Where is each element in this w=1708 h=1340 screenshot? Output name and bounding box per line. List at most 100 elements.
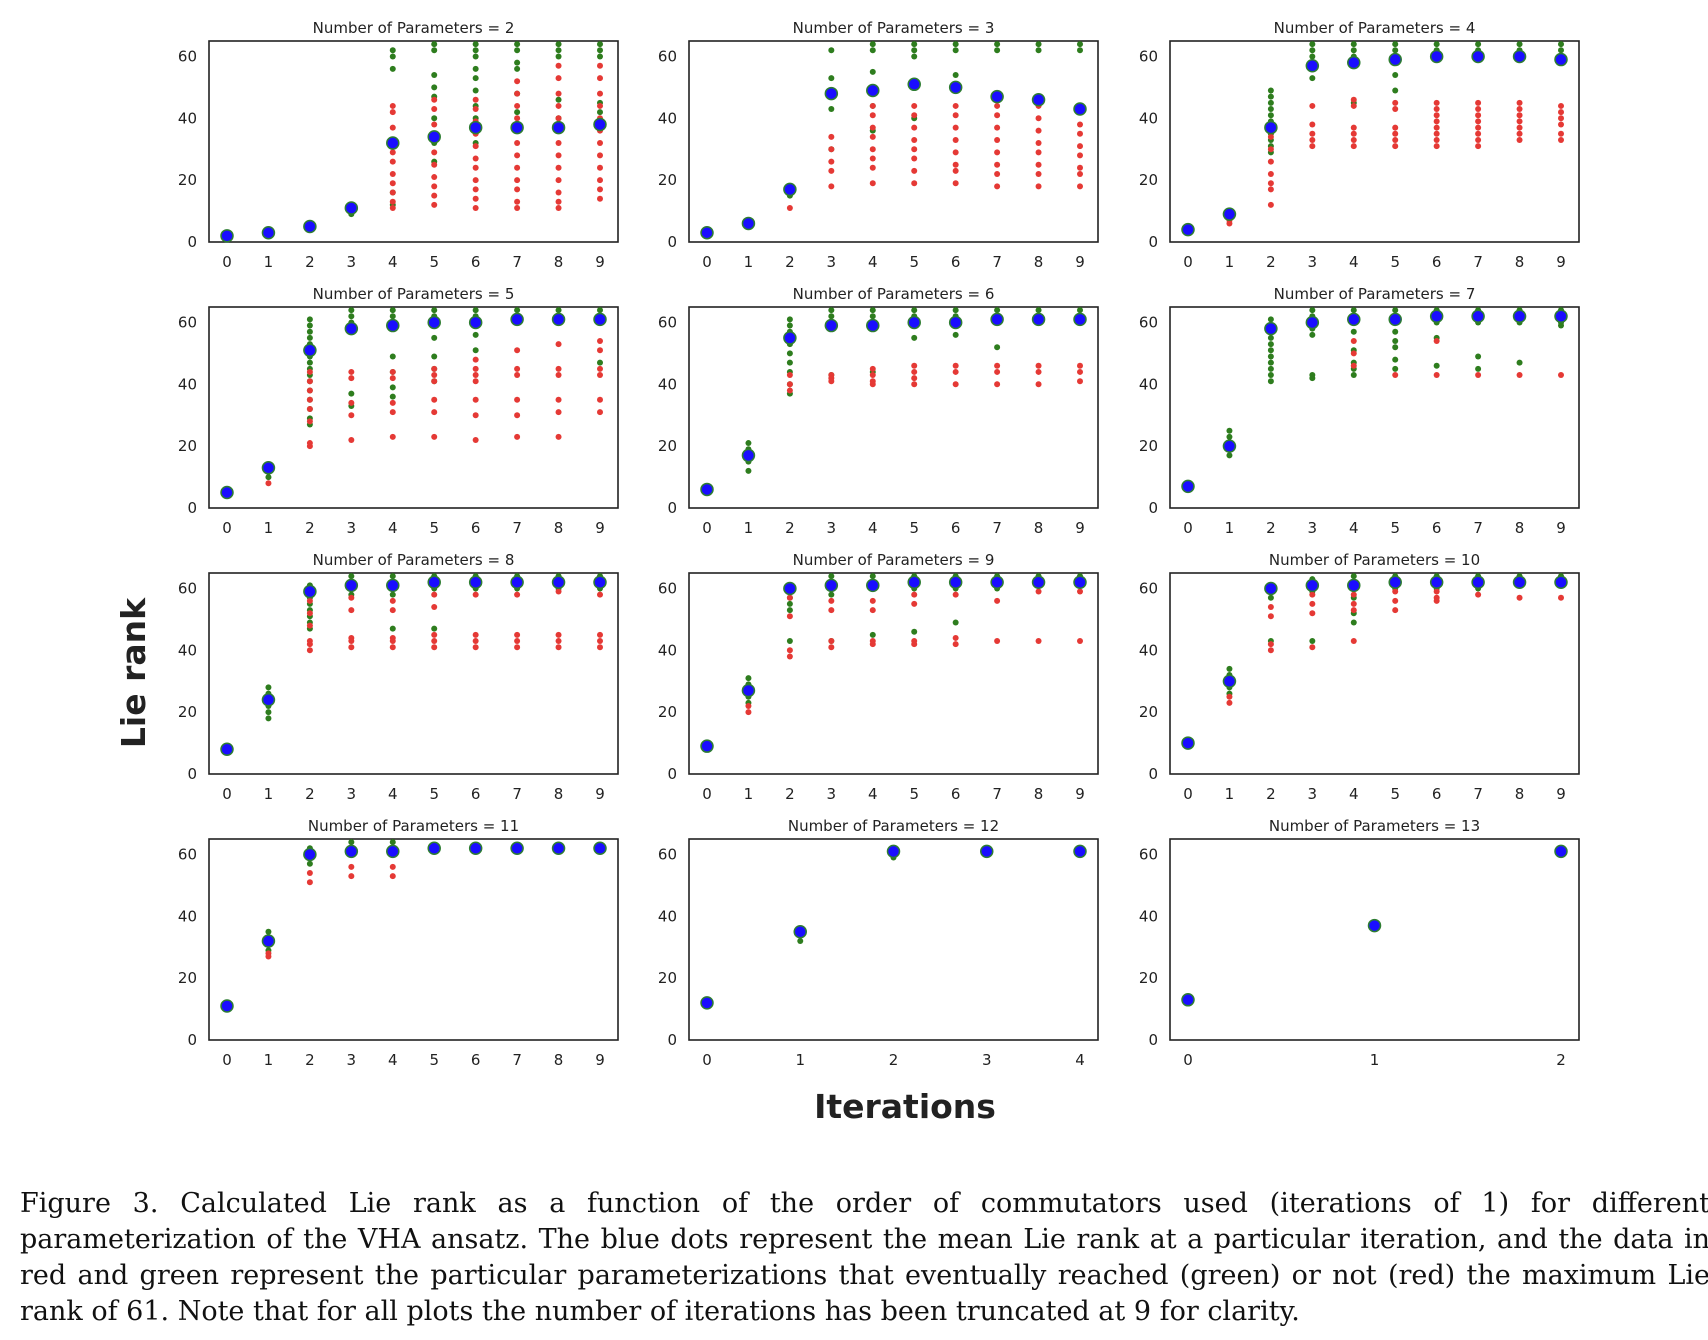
x-tick-label: 5 xyxy=(429,253,439,271)
not-reached-point xyxy=(828,644,835,651)
mean-point xyxy=(593,575,607,590)
not-reached-point xyxy=(1267,170,1274,177)
reached-point xyxy=(472,87,479,94)
mean-point xyxy=(468,575,483,590)
reached-point xyxy=(786,350,793,357)
reached-point xyxy=(514,41,521,48)
reached-point xyxy=(869,631,876,638)
not-reached-point xyxy=(1309,644,1316,651)
reached-point xyxy=(1309,331,1316,338)
not-reached-point xyxy=(1475,372,1482,379)
not-reached-point xyxy=(911,381,918,388)
y-tick-label: 60 xyxy=(658,845,677,863)
x-tick-label: 7 xyxy=(1473,785,1483,803)
reached-point xyxy=(472,65,479,72)
reached-point xyxy=(869,47,876,54)
mean-point xyxy=(386,136,400,150)
reached-point xyxy=(597,53,603,60)
reached-point xyxy=(1267,353,1274,360)
not-reached-point xyxy=(389,399,396,406)
reached-point xyxy=(389,384,396,391)
mean-point xyxy=(907,575,921,590)
x-tick-label: 6 xyxy=(951,785,961,803)
not-reached-point xyxy=(597,75,603,82)
reached-point xyxy=(597,47,603,54)
not-reached-point xyxy=(514,638,521,645)
not-reached-point xyxy=(911,146,918,153)
reached-point xyxy=(431,47,438,54)
not-reached-point xyxy=(431,106,438,113)
not-reached-point xyxy=(597,396,603,403)
mean-point xyxy=(1554,844,1568,859)
not-reached-point xyxy=(952,634,959,641)
reached-point xyxy=(1309,375,1316,382)
not-reached-point xyxy=(1077,183,1083,190)
not-reached-point xyxy=(431,638,438,645)
not-reached-point xyxy=(514,204,521,211)
x-tick-label: 5 xyxy=(1390,519,1400,537)
reached-point xyxy=(1392,307,1399,314)
not-reached-point xyxy=(952,136,959,143)
not-reached-point xyxy=(306,396,313,403)
not-reached-point xyxy=(472,177,479,184)
mean-point xyxy=(1222,674,1237,688)
reached-point xyxy=(1558,47,1564,54)
mean-point xyxy=(510,841,524,856)
not-reached-point xyxy=(869,372,876,379)
not-reached-point xyxy=(597,365,603,372)
mean-point xyxy=(427,575,441,590)
not-reached-point xyxy=(952,381,959,388)
not-reached-point xyxy=(306,597,313,604)
not-reached-point xyxy=(265,480,272,487)
not-reached-point xyxy=(514,396,521,403)
reached-point xyxy=(911,307,918,314)
y-tick-label: 0 xyxy=(1148,499,1158,517)
not-reached-point xyxy=(1035,381,1042,388)
not-reached-point xyxy=(952,167,959,174)
not-reached-point xyxy=(431,372,438,379)
subplot: Number of Parameters = 2 0 20 40 60 0 1 2 3 4 5 6 7 8… xyxy=(178,19,619,271)
x-tick-label: 3 xyxy=(1308,519,1318,537)
x-tick-label: 7 xyxy=(512,785,522,803)
not-reached-point xyxy=(1475,106,1482,113)
not-reached-point xyxy=(431,378,438,385)
y-tick-label: 60 xyxy=(178,313,197,331)
y-tick-label: 0 xyxy=(187,499,197,517)
not-reached-point xyxy=(1309,610,1316,617)
mean-point xyxy=(1429,575,1444,590)
plot-frame xyxy=(208,838,619,1041)
not-reached-point xyxy=(1516,124,1523,131)
reached-point xyxy=(1267,347,1274,354)
mean-point xyxy=(386,578,400,593)
not-reached-point xyxy=(952,368,959,375)
not-reached-point xyxy=(514,102,521,109)
reached-point xyxy=(431,41,438,48)
y-tick-label: 20 xyxy=(1139,171,1158,189)
x-tick-label: 6 xyxy=(471,519,481,537)
not-reached-point xyxy=(348,607,355,614)
mean-point xyxy=(1471,309,1485,324)
not-reached-point xyxy=(869,124,876,131)
not-reached-point xyxy=(1350,350,1357,357)
not-reached-point xyxy=(994,149,1001,156)
reached-point xyxy=(1350,573,1357,580)
y-tick-label: 40 xyxy=(658,641,677,659)
mean-point xyxy=(1031,312,1046,327)
reached-point xyxy=(431,307,438,314)
mean-point xyxy=(1554,309,1568,324)
not-reached-point xyxy=(431,96,438,103)
mean-point xyxy=(510,312,524,327)
mean-point xyxy=(824,318,839,333)
reached-point xyxy=(911,41,918,48)
x-tick-label: 1 xyxy=(264,1051,274,1069)
plot-frame xyxy=(688,40,1099,243)
not-reached-point xyxy=(306,406,313,413)
not-reached-point xyxy=(389,607,396,614)
reached-point xyxy=(389,625,396,632)
not-reached-point xyxy=(1392,588,1399,595)
not-reached-point xyxy=(1433,124,1440,131)
not-reached-point xyxy=(911,124,918,131)
not-reached-point xyxy=(1309,102,1316,109)
not-reached-point xyxy=(1392,372,1399,379)
